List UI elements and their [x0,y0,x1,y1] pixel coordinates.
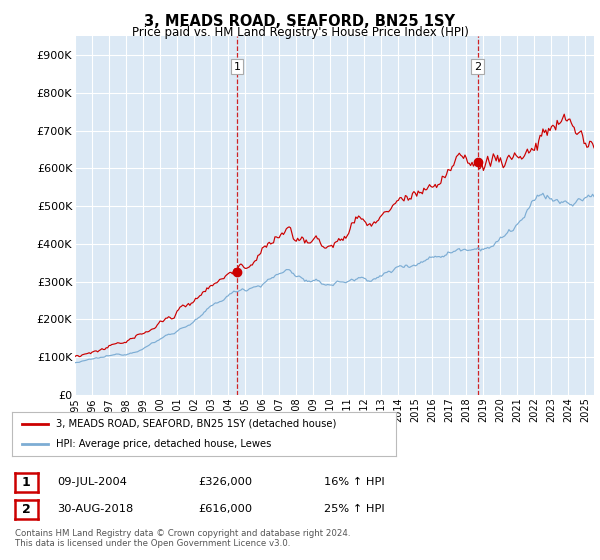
Text: Contains HM Land Registry data © Crown copyright and database right 2024.
This d: Contains HM Land Registry data © Crown c… [15,529,350,548]
Text: 3, MEADS ROAD, SEAFORD, BN25 1SY: 3, MEADS ROAD, SEAFORD, BN25 1SY [145,14,455,29]
Text: 1: 1 [233,62,241,72]
Text: £326,000: £326,000 [198,477,252,487]
Text: 09-JUL-2004: 09-JUL-2004 [57,477,127,487]
Text: Price paid vs. HM Land Registry's House Price Index (HPI): Price paid vs. HM Land Registry's House … [131,26,469,39]
Text: 3, MEADS ROAD, SEAFORD, BN25 1SY (detached house): 3, MEADS ROAD, SEAFORD, BN25 1SY (detach… [56,419,337,429]
Text: 1: 1 [22,475,31,489]
Text: 2: 2 [22,502,31,516]
Text: 16% ↑ HPI: 16% ↑ HPI [324,477,385,487]
Text: 25% ↑ HPI: 25% ↑ HPI [324,504,385,514]
Text: HPI: Average price, detached house, Lewes: HPI: Average price, detached house, Lewe… [56,439,272,449]
Text: 2: 2 [474,62,481,72]
Text: 30-AUG-2018: 30-AUG-2018 [57,504,133,514]
Text: £616,000: £616,000 [198,504,252,514]
